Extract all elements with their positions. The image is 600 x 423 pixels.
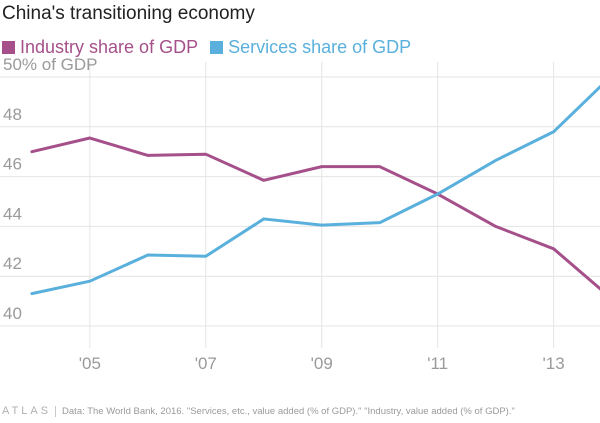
legend-item-industry: Industry share of GDP: [2, 37, 198, 58]
services-series-line: [30, 84, 600, 296]
x-tick-label: '09: [311, 354, 333, 373]
legend-label-industry: Industry share of GDP: [20, 36, 199, 57]
x-tick-label: '13: [543, 354, 565, 373]
footer-divider: [55, 405, 57, 417]
series-lines: [30, 84, 600, 296]
y-tick-label: 40: [3, 304, 22, 323]
chart-legend: Industry share of GDP Services share of …: [2, 35, 423, 59]
industry-series-line: [30, 136, 600, 291]
source-note: Data: The World Bank, 2016. "Services, e…: [62, 405, 515, 417]
y-tick-label: 42: [3, 254, 22, 273]
chart-footer: ATLAS Data: The World Bank, 2016. "Servi…: [2, 404, 515, 418]
y-tick-label: 50% of GDP: [3, 55, 98, 74]
x-tick-label: '07: [195, 354, 217, 373]
x-tick-label: '11: [427, 354, 448, 373]
legend-swatch-services: [210, 40, 224, 54]
y-tick-label: 46: [3, 155, 22, 174]
y-tick-label: 44: [3, 204, 22, 223]
legend-swatch-industry: [2, 40, 15, 54]
x-tick-label: '05: [79, 354, 101, 373]
line-chart: 40 42 44 46 48 50% of GDP '05 '07 '09 '11 '13: [0, 55, 600, 373]
legend-item-services: Services share of GDP: [210, 37, 411, 58]
chart-title: China's transitioning economy: [2, 3, 255, 24]
gridlines: [0, 62, 600, 348]
y-tick-label: 48: [3, 105, 22, 124]
legend-label-services: Services share of GDP: [228, 36, 412, 57]
axis-tick-labels: 40 42 44 46 48 50% of GDP '05 '07 '09 '11 '13: [3, 55, 565, 373]
atlas-logo: ATLAS: [2, 405, 52, 417]
